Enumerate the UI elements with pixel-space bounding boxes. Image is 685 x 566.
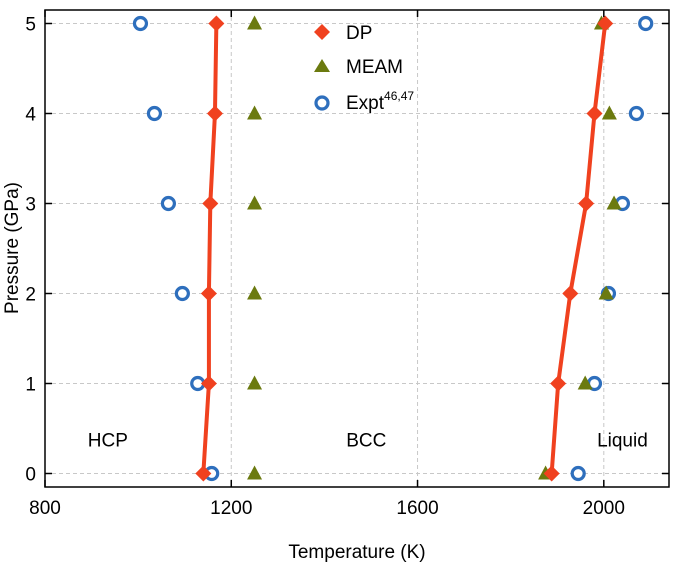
x-axis-title: Temperature (K) bbox=[288, 542, 425, 563]
y-tick-label: 3 bbox=[25, 195, 36, 216]
dp-point bbox=[550, 375, 567, 392]
x-tick-label: 1600 bbox=[396, 498, 438, 519]
meam-point bbox=[247, 105, 263, 120]
legend-expt-circle-icon bbox=[314, 95, 330, 111]
dp-point bbox=[586, 105, 603, 122]
dp-point bbox=[543, 465, 560, 482]
expt-point bbox=[132, 15, 149, 32]
meam-point bbox=[247, 375, 263, 390]
meam-point bbox=[247, 465, 263, 480]
region-label-bcc: BCC bbox=[346, 431, 386, 452]
dp-point bbox=[206, 105, 223, 122]
dp-point bbox=[200, 375, 217, 392]
x-tick-label: 1200 bbox=[210, 498, 252, 519]
legend-label-dp: DP bbox=[346, 23, 372, 44]
x-tick-label: 2000 bbox=[583, 498, 625, 519]
plot-frame bbox=[44, 9, 670, 488]
expt-point bbox=[146, 105, 163, 122]
region-label-liquid: Liquid bbox=[597, 431, 648, 452]
dp-point bbox=[195, 465, 212, 482]
dp-point bbox=[578, 195, 595, 212]
dp-point bbox=[208, 15, 225, 32]
meam-point bbox=[577, 375, 593, 390]
dp-line bbox=[201, 23, 219, 474]
y-tick-label: 4 bbox=[25, 105, 36, 126]
meam-point bbox=[247, 195, 263, 210]
legend-meam-triangle-icon bbox=[314, 59, 330, 72]
legend-label-meam: MEAM bbox=[346, 57, 403, 78]
expt-point bbox=[638, 15, 654, 32]
meam-point bbox=[247, 15, 263, 30]
data-layer bbox=[132, 15, 654, 482]
meam-point bbox=[601, 105, 617, 120]
legend-dp-diamond-icon bbox=[314, 24, 330, 40]
legend-label-expt-main: Expt bbox=[346, 93, 385, 114]
y-tick-label: 2 bbox=[25, 285, 36, 306]
legend: DP MEAM Expt46,47 bbox=[314, 23, 414, 114]
y-tick-label: 0 bbox=[25, 465, 36, 486]
axis-ticks: 800 1200 1600 2000 0 1 2 3 4 5 bbox=[25, 10, 669, 519]
meam-point bbox=[606, 195, 622, 210]
grid-lines bbox=[45, 10, 669, 487]
x-tick-label: 800 bbox=[29, 498, 61, 519]
region-label-hcp: HCP bbox=[88, 431, 128, 452]
meam-point bbox=[247, 285, 263, 300]
region-labels: HCP BCC Liquid bbox=[88, 431, 648, 452]
legend-label-expt: Expt46,47 bbox=[346, 89, 414, 114]
meam-point bbox=[598, 285, 614, 300]
y-axis-title: Pressure (GPa) bbox=[2, 182, 23, 314]
expt-point bbox=[174, 285, 190, 302]
dp-line bbox=[549, 23, 608, 474]
dp-point bbox=[200, 285, 217, 302]
dp-point bbox=[202, 195, 219, 212]
expt-point bbox=[628, 105, 645, 122]
expt-point bbox=[570, 465, 586, 482]
y-tick-label: 1 bbox=[25, 375, 36, 396]
legend-label-expt-superscript: 46,47 bbox=[384, 89, 414, 103]
expt-point bbox=[160, 195, 177, 212]
dp-point bbox=[562, 285, 579, 302]
y-tick-label: 5 bbox=[25, 15, 36, 36]
dp-point bbox=[597, 15, 614, 32]
